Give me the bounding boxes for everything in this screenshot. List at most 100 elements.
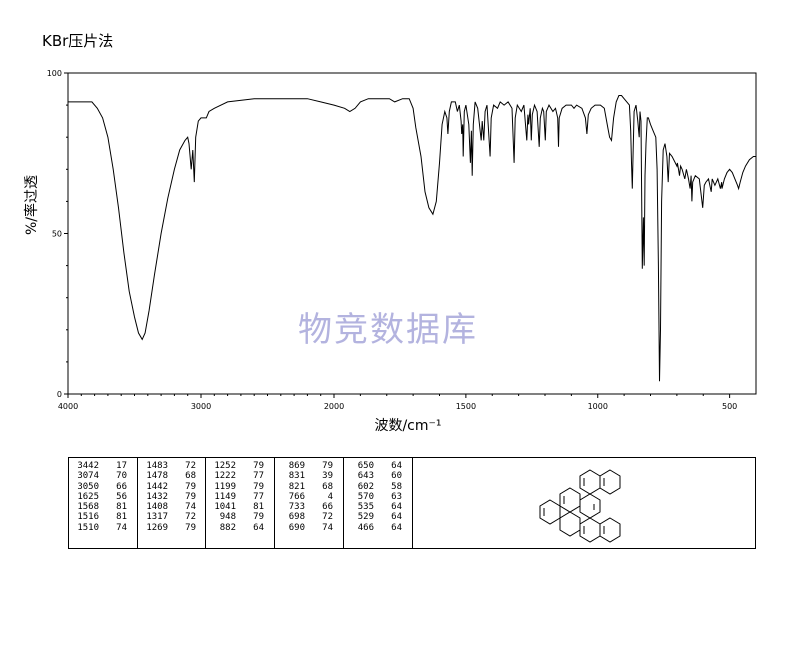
transmittance-series-line bbox=[68, 95, 756, 382]
peak-row: 3442 17 bbox=[69, 461, 137, 471]
peak-transmittance: 68 bbox=[185, 471, 196, 482]
peak-wavenumber: 1408 bbox=[146, 502, 168, 513]
peak-row: 698 72 bbox=[275, 512, 343, 522]
peak-wavenumber: 650 bbox=[357, 461, 374, 471]
ir-spectrum-chart: 0 50 100 4000 3000 2000 1500 1000 500 波数/cm⁻¹ %… bbox=[23, 69, 757, 434]
peak-transmittance: 64 bbox=[253, 522, 264, 533]
peak-transmittance: 66 bbox=[322, 502, 333, 513]
x-axis-title: 波数/cm⁻¹ bbox=[374, 418, 441, 434]
peak-table-column: 1252 79 1222 77 1199 79 1149 77 1041 81 948 79 882 64 bbox=[206, 458, 275, 548]
peak-wavenumber: 1149 bbox=[214, 491, 236, 502]
peak-transmittance: 58 bbox=[391, 481, 402, 492]
peak-transmittance: 79 bbox=[185, 491, 196, 502]
peak-transmittance: 81 bbox=[116, 512, 127, 523]
x-tick-label: 1500 bbox=[456, 402, 476, 411]
peak-wavenumber: 1432 bbox=[146, 491, 168, 502]
peak-wavenumber: 466 bbox=[357, 522, 374, 533]
peak-row: 570 63 bbox=[344, 492, 412, 502]
peak-row: 535 64 bbox=[344, 502, 412, 512]
peak-wavenumber: 766 bbox=[288, 491, 305, 502]
peak-row: 948 79 bbox=[206, 512, 274, 522]
peak-wavenumber: 1269 bbox=[146, 522, 168, 533]
peak-wavenumber: 529 bbox=[357, 512, 374, 523]
peak-wavenumber: 3442 bbox=[77, 461, 99, 471]
peak-wavenumber: 1041 bbox=[214, 502, 236, 513]
peak-row: 766 4 bbox=[275, 492, 343, 502]
peak-transmittance: 70 bbox=[116, 471, 127, 482]
molecular-structure-diagram bbox=[539, 469, 621, 543]
peak-wavenumber: 690 bbox=[288, 522, 305, 533]
peak-wavenumber: 643 bbox=[357, 471, 374, 482]
peak-transmittance: 68 bbox=[322, 481, 333, 492]
x-tick-label: 1000 bbox=[588, 402, 608, 411]
peak-transmittance: 66 bbox=[116, 481, 127, 492]
peak-wavenumber: 1199 bbox=[214, 481, 236, 492]
peak-row: 1432 79 bbox=[138, 492, 205, 502]
peak-wavenumber: 1510 bbox=[77, 522, 99, 533]
peak-wavenumber: 1252 bbox=[214, 461, 236, 471]
peak-wavenumber: 948 bbox=[219, 512, 236, 523]
peak-table-column: 869 79 831 39 821 68 766 4 733 66 698 72 690 74 bbox=[275, 458, 344, 548]
x-tick-label: 4000 bbox=[58, 402, 78, 411]
peak-row: 1269 79 bbox=[138, 523, 205, 533]
peak-table: 3442 17 3074 70 3050 66 1625 56 1568 81 1516 81 1510… bbox=[68, 457, 756, 549]
peak-transmittance: 81 bbox=[116, 502, 127, 513]
peak-row: 733 66 bbox=[275, 502, 343, 512]
peak-transmittance: 79 bbox=[253, 512, 264, 523]
y-tick-label: 0 bbox=[57, 390, 62, 399]
peak-row: 1041 81 bbox=[206, 502, 274, 512]
peak-wavenumber: 535 bbox=[357, 502, 374, 513]
x-tick-label: 500 bbox=[722, 402, 737, 411]
peak-transmittance: 77 bbox=[253, 491, 264, 502]
peak-row: 1222 77 bbox=[206, 471, 274, 481]
peak-row: 1483 72 bbox=[138, 461, 205, 471]
peak-transmittance: 72 bbox=[322, 512, 333, 523]
y-axis: 0 50 100 bbox=[47, 69, 68, 399]
peak-transmittance: 4 bbox=[327, 491, 333, 502]
peak-row: 1568 81 bbox=[69, 502, 137, 512]
peak-row: 529 64 bbox=[344, 512, 412, 522]
peak-table-column: 3442 17 3074 70 3050 66 1625 56 1568 81 1516 81 1510… bbox=[69, 458, 138, 548]
peak-row: 643 60 bbox=[344, 471, 412, 481]
peak-transmittance: 79 bbox=[253, 461, 264, 471]
peak-wavenumber: 1222 bbox=[214, 471, 236, 482]
peak-wavenumber: 869 bbox=[288, 461, 305, 471]
peak-wavenumber: 831 bbox=[288, 471, 305, 482]
peak-transmittance: 77 bbox=[253, 471, 264, 482]
peak-row: 1199 79 bbox=[206, 482, 274, 492]
watermark: 物竞数据库 bbox=[298, 310, 478, 350]
peak-transmittance: 74 bbox=[116, 522, 127, 533]
peak-transmittance: 79 bbox=[185, 522, 196, 533]
peak-wavenumber: 3050 bbox=[77, 481, 99, 492]
peak-row: 1408 74 bbox=[138, 502, 205, 512]
peak-transmittance: 63 bbox=[391, 491, 402, 502]
x-tick-label: 2000 bbox=[324, 402, 344, 411]
peak-row: 3074 70 bbox=[69, 471, 137, 481]
peak-row: 1252 79 bbox=[206, 461, 274, 471]
peak-row: 882 64 bbox=[206, 523, 274, 533]
peak-row: 1478 68 bbox=[138, 471, 205, 481]
peak-row: 1317 72 bbox=[138, 512, 205, 522]
y-tick-label: 50 bbox=[52, 230, 62, 239]
peak-table-column: 1483 72 1478 68 1442 79 1432 79 1408 74 1317 72 1269… bbox=[138, 458, 206, 548]
peak-row: 466 64 bbox=[344, 523, 412, 533]
peak-wavenumber: 3074 bbox=[77, 471, 99, 482]
method-label: KBr压片法 bbox=[42, 32, 114, 50]
peak-wavenumber: 1568 bbox=[77, 502, 99, 513]
peak-wavenumber: 1483 bbox=[146, 461, 168, 471]
peak-row: 1510 74 bbox=[69, 523, 137, 533]
peak-row: 821 68 bbox=[275, 482, 343, 492]
peak-transmittance: 72 bbox=[185, 512, 196, 523]
peak-wavenumber: 570 bbox=[357, 491, 374, 502]
peak-transmittance: 56 bbox=[116, 491, 127, 502]
peak-transmittance: 72 bbox=[185, 461, 196, 471]
y-tick-label: 100 bbox=[47, 69, 62, 78]
peak-row: 1625 56 bbox=[69, 492, 137, 502]
peak-wavenumber: 1478 bbox=[146, 471, 168, 482]
peak-table-column: 650 64 643 60 602 58 570 63 535 64 529 64 466 64 bbox=[344, 458, 413, 548]
x-tick-label: 3000 bbox=[191, 402, 211, 411]
peak-row: 602 58 bbox=[344, 482, 412, 492]
peak-wavenumber: 1625 bbox=[77, 491, 99, 502]
peak-wavenumber: 1442 bbox=[146, 481, 168, 492]
peak-transmittance: 39 bbox=[322, 471, 333, 482]
